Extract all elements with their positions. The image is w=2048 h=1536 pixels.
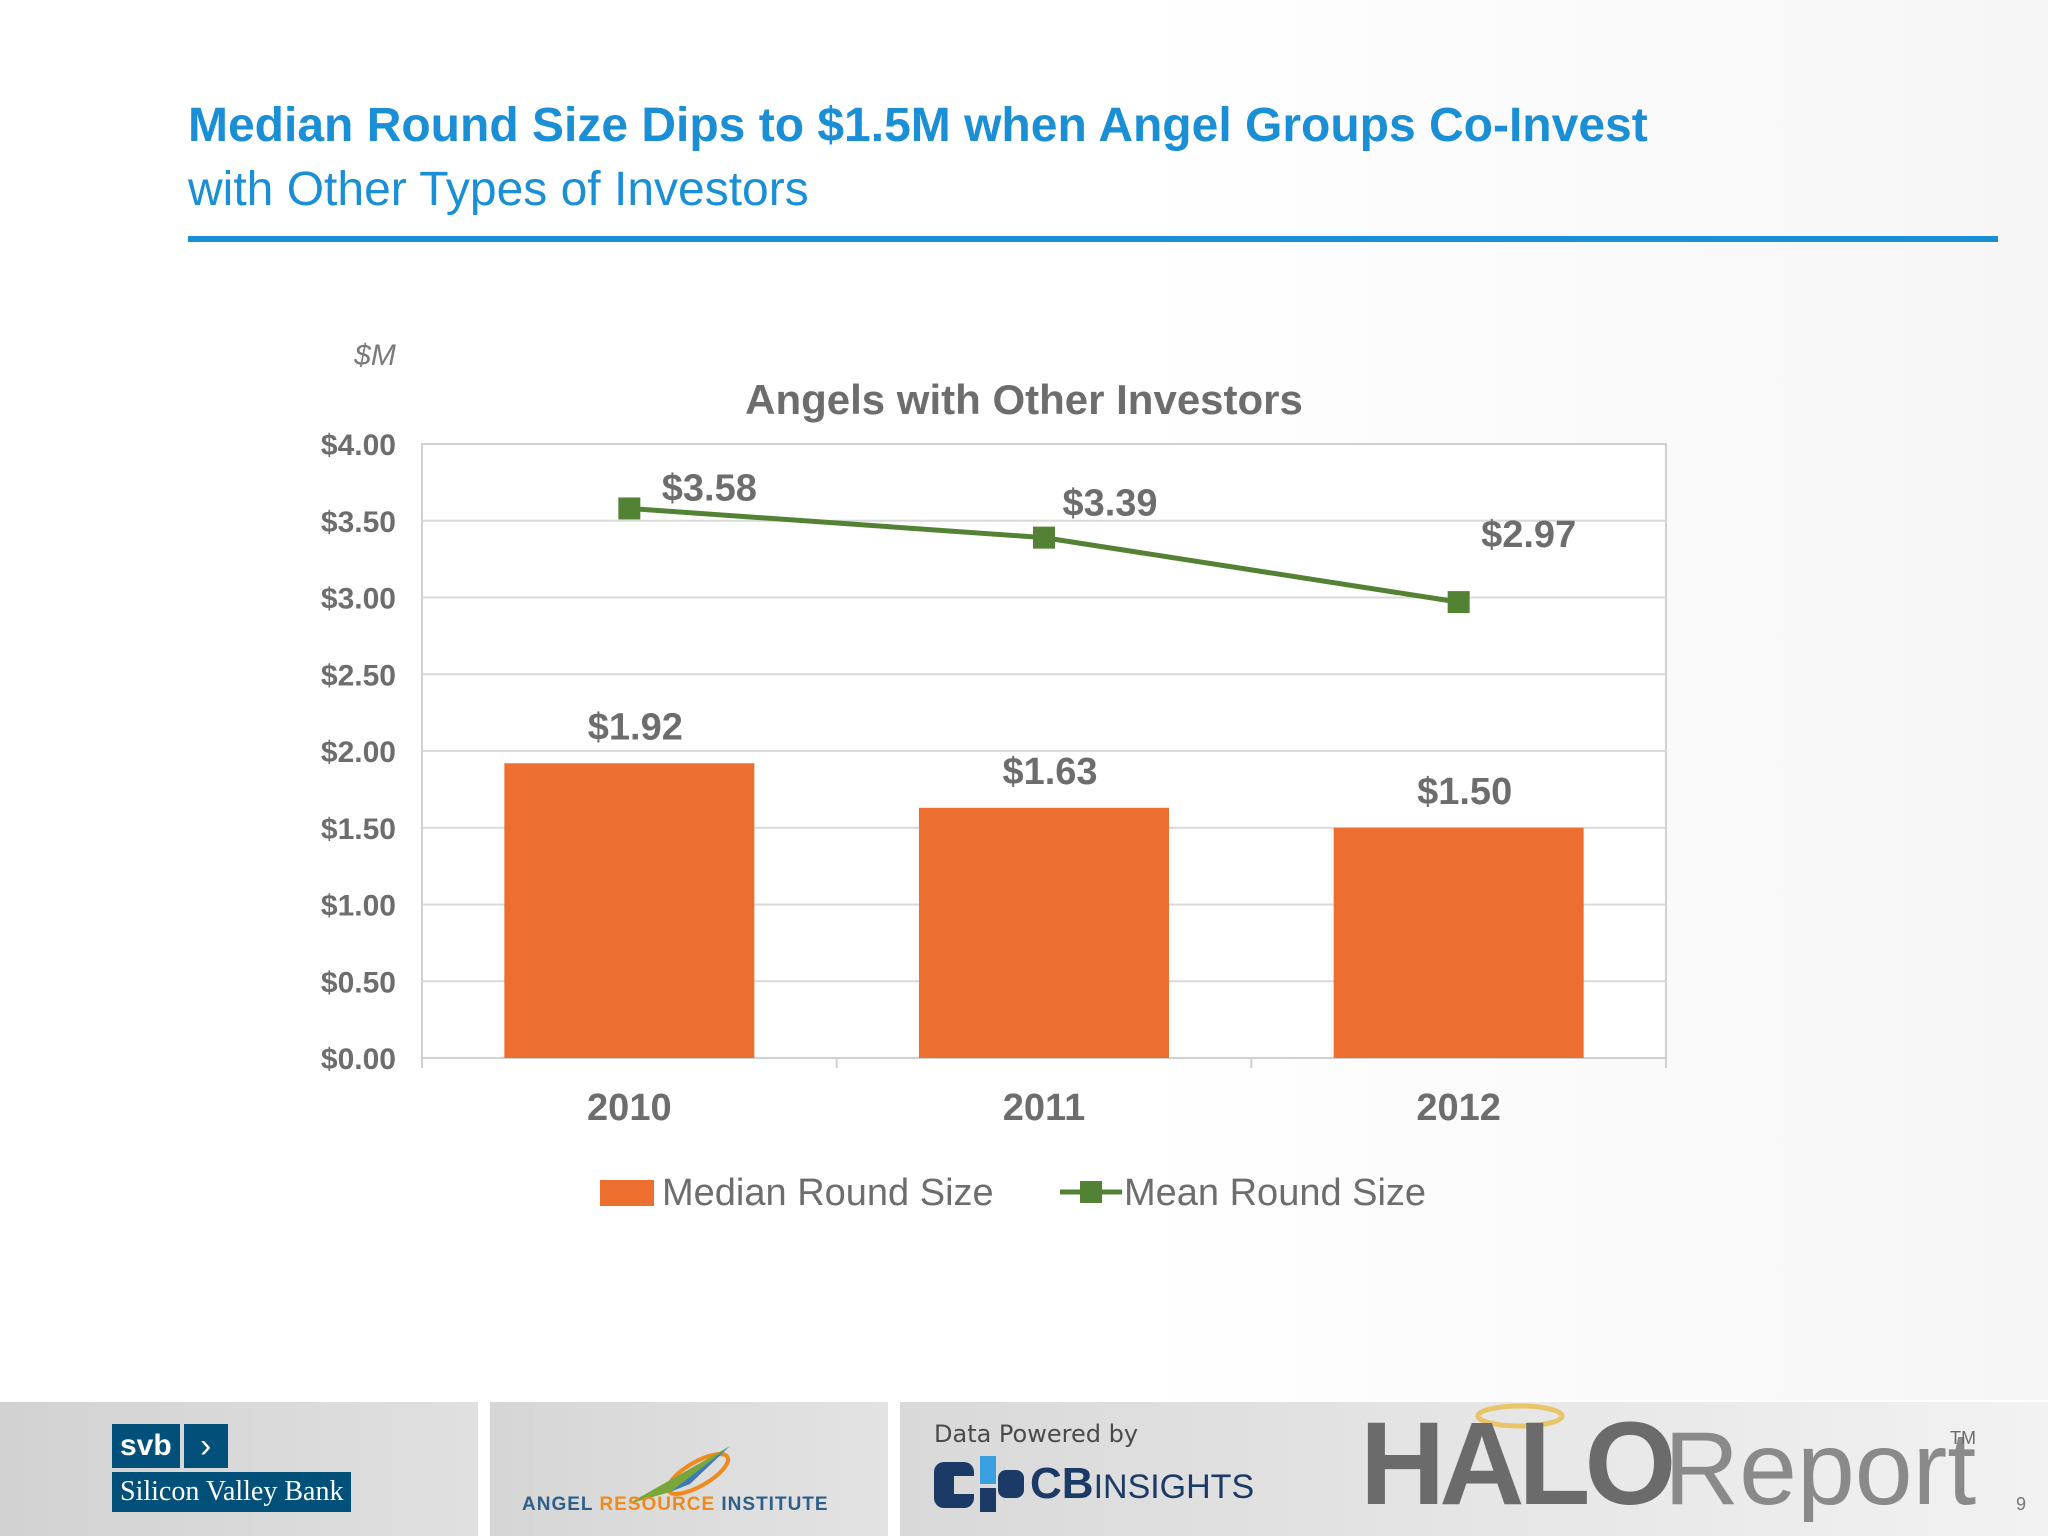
legend-median-swatch — [600, 1180, 654, 1206]
cb-mark-icon — [934, 1456, 1024, 1512]
line-data-label: $3.39 — [1062, 483, 1157, 525]
y-tick-label: $2.50 — [321, 659, 396, 692]
legend-mean-label: Mean Round Size — [1124, 1172, 1426, 1214]
legend-mean-marker — [1080, 1181, 1102, 1203]
median-bars: $1.92 $1.63 $1.50 — [504, 706, 1584, 1058]
svg-text:TM: TM — [1950, 1428, 1976, 1448]
y-tick-label: $2.00 — [321, 736, 396, 769]
x-tick-label: 2011 — [1003, 1087, 1085, 1129]
svg-text:HALO: HALO — [1360, 1398, 1672, 1522]
cb-name-light: INSIGHTS — [1093, 1468, 1255, 1506]
chart-title: Angels with Other Investors — [745, 376, 1303, 423]
title-rule — [188, 236, 1998, 242]
mean-point-marker — [1447, 591, 1470, 614]
median-bar — [504, 763, 755, 1058]
y-tick-label: $4.00 — [321, 429, 396, 462]
x-tick-label: 2012 — [1416, 1087, 1501, 1129]
legend: Median Round Size Mean Round Size — [600, 1172, 1426, 1214]
slide-title: Median Round Size Dips to $1.5M when Ang… — [188, 99, 1648, 152]
y-axis: $0.00 $0.50 $1.00 $1.50 $2.00 $2.50 $3.00 $3.50… — [321, 429, 396, 1076]
mean-point-marker — [618, 497, 641, 520]
ari-panel — [490, 1402, 888, 1536]
chevron-right-icon: › — [183, 1424, 228, 1468]
slide-subtitle: with Other Types of Investors — [188, 163, 809, 216]
cb-insights-logo: CBINSIGHTS — [934, 1456, 1254, 1512]
median-bar — [1333, 827, 1584, 1058]
cb-panel — [900, 1402, 2048, 1536]
ari-wordmark: ANGEL RESOURCE INSTITUTE — [522, 1494, 829, 1515]
x-tick-label: 2010 — [587, 1087, 672, 1129]
median-bar — [919, 807, 1169, 1058]
mean-line: $3.58 $3.39 $2.97 — [618, 467, 1576, 614]
cb-name: CB — [1030, 1459, 1094, 1508]
line-data-label: $2.97 — [1481, 514, 1576, 556]
bar-data-label: $1.50 — [1417, 771, 1512, 813]
y-tick-label: $0.50 — [321, 966, 396, 999]
y-tick-label: $1.50 — [321, 813, 396, 846]
y-tick-label: $0.00 — [321, 1043, 396, 1076]
y-tick-label: $3.50 — [321, 506, 396, 539]
mean-point-marker — [1033, 526, 1055, 549]
y-tick-label: $3.00 — [321, 583, 396, 616]
svb-wordmark: svb — [112, 1424, 180, 1468]
svb-panel — [0, 1402, 478, 1536]
footer-logo-strip: svb › Silicon Valley Bank ANGEL RESOURCE… — [0, 1398, 2048, 1536]
svg-text:Report: Report — [1664, 1411, 1976, 1522]
bar-data-label: $1.63 — [1002, 751, 1097, 793]
line-data-label: $3.58 — [662, 467, 757, 509]
halo-report-logo: HALO Report TM — [1360, 1398, 1976, 1522]
legend-median-label: Median Round Size — [662, 1172, 994, 1214]
svb-logo: svb › Silicon Valley Bank — [112, 1424, 352, 1512]
cb-caption: Data Powered by — [934, 1420, 1139, 1448]
page-number: 9 — [2016, 1494, 2027, 1514]
round-size-chart: $M Angels with Other Investors $0.00 $0.5… — [321, 339, 1667, 1214]
bar-data-label: $1.92 — [588, 706, 683, 748]
angel-resource-institute-logo — [628, 1446, 731, 1504]
svb-bank-name: Silicon Valley Bank — [112, 1472, 352, 1512]
y-unit-label: $M — [353, 339, 396, 372]
x-axis: 2010 2011 2012 — [421, 1058, 1667, 1129]
y-tick-label: $1.00 — [321, 890, 396, 923]
